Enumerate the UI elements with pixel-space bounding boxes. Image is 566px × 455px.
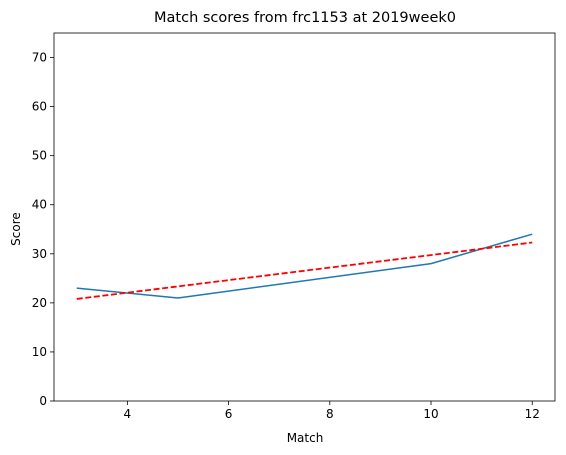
- x-tick-label: 12: [525, 407, 540, 421]
- chart-title: Match scores from frc1153 at 2019week0: [154, 10, 456, 26]
- y-tick-label: 30: [32, 247, 47, 261]
- trend-line: [76, 241, 533, 300]
- y-tick-label: 40: [32, 198, 47, 212]
- y-tick-label: 10: [32, 345, 47, 359]
- x-tick-label: 6: [225, 407, 233, 421]
- x-axis-label: Match: [287, 431, 324, 445]
- score-line: [76, 233, 533, 299]
- y-tick-label: 20: [32, 296, 47, 310]
- x-tick-label: 4: [124, 407, 132, 421]
- y-tick-label: 60: [32, 100, 47, 114]
- y-axis-label: Score: [9, 212, 23, 246]
- x-tick-label: 8: [326, 407, 334, 421]
- plot-frame: [53, 32, 556, 402]
- x-tick-label: 10: [423, 407, 438, 421]
- x-axis-ticks: 4 6 8 10 12: [124, 401, 540, 421]
- y-tick-label: 70: [32, 51, 47, 65]
- y-axis-ticks: 0 10 20 30 40 50 60 70: [32, 51, 54, 408]
- plot-area: [53, 32, 556, 402]
- y-tick-label: 0: [39, 394, 47, 408]
- series-layer: [76, 233, 533, 300]
- y-tick-label: 50: [32, 149, 47, 163]
